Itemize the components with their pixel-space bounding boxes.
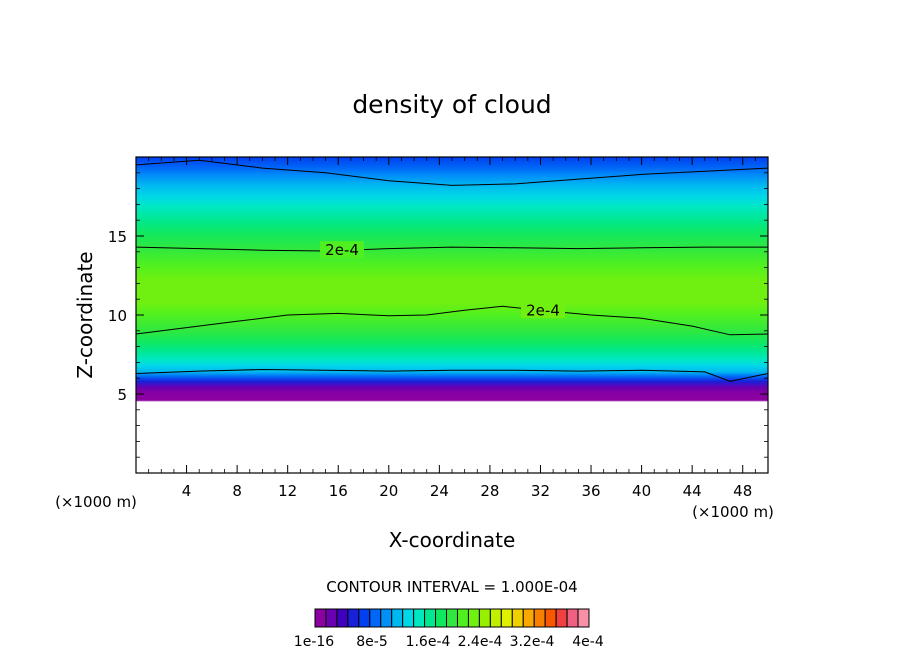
x-tick-label: 24 xyxy=(430,482,449,500)
contour-line xyxy=(135,368,769,382)
x-tick-label: 40 xyxy=(632,482,651,500)
contour-labels: 2e-4 2e-4 xyxy=(320,241,566,319)
colorbar-swatch xyxy=(500,608,513,628)
x-tick-label: 8 xyxy=(232,482,242,500)
colorbar-label: 2.4e-4 xyxy=(458,634,503,650)
colorbar-label: 1.6e-4 xyxy=(406,634,451,650)
contour-interval-text: CONTOUR INTERVAL = 1.000E-04 xyxy=(326,578,577,596)
colorbar-swatch xyxy=(544,608,557,628)
x-tick-label: 44 xyxy=(683,482,702,500)
colorbar-swatch xyxy=(424,608,437,628)
colorbar-swatch xyxy=(555,608,568,628)
colorbar-swatch xyxy=(566,608,579,628)
colorbar-labels: 1e-16 8e-5 1.6e-4 2.4e-4 3.2e-4 4e-4 xyxy=(294,634,604,650)
colorbar-swatch xyxy=(446,608,458,628)
x-tick-label: 16 xyxy=(329,482,348,500)
x-tick-label: 32 xyxy=(531,482,550,500)
x-tick-label: 12 xyxy=(278,482,297,500)
contour-label: 2e-4 xyxy=(526,301,560,319)
colorbar-label: 3.2e-4 xyxy=(510,634,555,650)
chart-title: density of cloud xyxy=(352,90,551,119)
contour-label-bg xyxy=(320,241,365,259)
colorbar-label: 4e-4 xyxy=(572,634,604,650)
colorbar-swatch xyxy=(522,608,535,628)
y-axis-ticks: 5 10 15 xyxy=(108,172,768,458)
density-field xyxy=(136,157,768,473)
colorbar-swatch xyxy=(489,608,502,628)
colorbar-swatch xyxy=(314,608,327,628)
colorbar-swatch xyxy=(391,608,404,628)
x-tick-label: 20 xyxy=(379,482,398,500)
x-tick-label: 48 xyxy=(733,482,752,500)
x-tick-label: 36 xyxy=(581,482,600,500)
colorbar-swatch xyxy=(467,608,480,628)
colorbar-swatch xyxy=(347,608,360,628)
colorbar-swatch xyxy=(369,608,382,628)
colorbar-label: 8e-5 xyxy=(356,634,387,650)
contour-label-bg xyxy=(521,301,566,319)
colorbar-swatch xyxy=(577,608,590,628)
y-tick-label: 10 xyxy=(108,307,127,325)
colorbar xyxy=(314,608,590,628)
contour-line xyxy=(135,246,768,252)
y-axis-label: Z-coordinate xyxy=(73,251,97,378)
colorbar-swatch xyxy=(533,608,546,628)
x-axis-label: X-coordinate xyxy=(389,528,516,552)
colorbar-swatch xyxy=(511,608,524,628)
x-tick-label: 28 xyxy=(480,482,499,500)
x-unit-left: (×1000 m) xyxy=(55,493,137,511)
colorbar-swatch xyxy=(325,608,338,628)
colorbar-swatch xyxy=(435,608,448,628)
colorbar-swatch xyxy=(413,608,426,628)
colorbar-swatch xyxy=(456,608,469,628)
x-axis-ticks: 4 8 12 16 20 24 28 32 36 40 44 48 xyxy=(148,157,756,500)
y-tick-label: 5 xyxy=(117,386,127,404)
y-tick-label: 15 xyxy=(108,228,127,246)
colorbar-swatch xyxy=(336,608,349,628)
x-tick-label: 4 xyxy=(182,482,192,500)
density-fill xyxy=(136,157,768,473)
x-unit-right: (×1000 m) xyxy=(692,503,774,521)
contour-line xyxy=(135,159,769,186)
colorbar-label: 1e-16 xyxy=(294,634,334,650)
colorbar-swatch xyxy=(402,608,415,628)
colorbar-swatch xyxy=(380,608,393,628)
colorbar-swatch xyxy=(478,608,491,628)
contour-line xyxy=(135,305,769,336)
contour-lines xyxy=(135,159,769,382)
colorbar-swatch xyxy=(358,608,371,628)
contour-label: 2e-4 xyxy=(325,241,359,259)
